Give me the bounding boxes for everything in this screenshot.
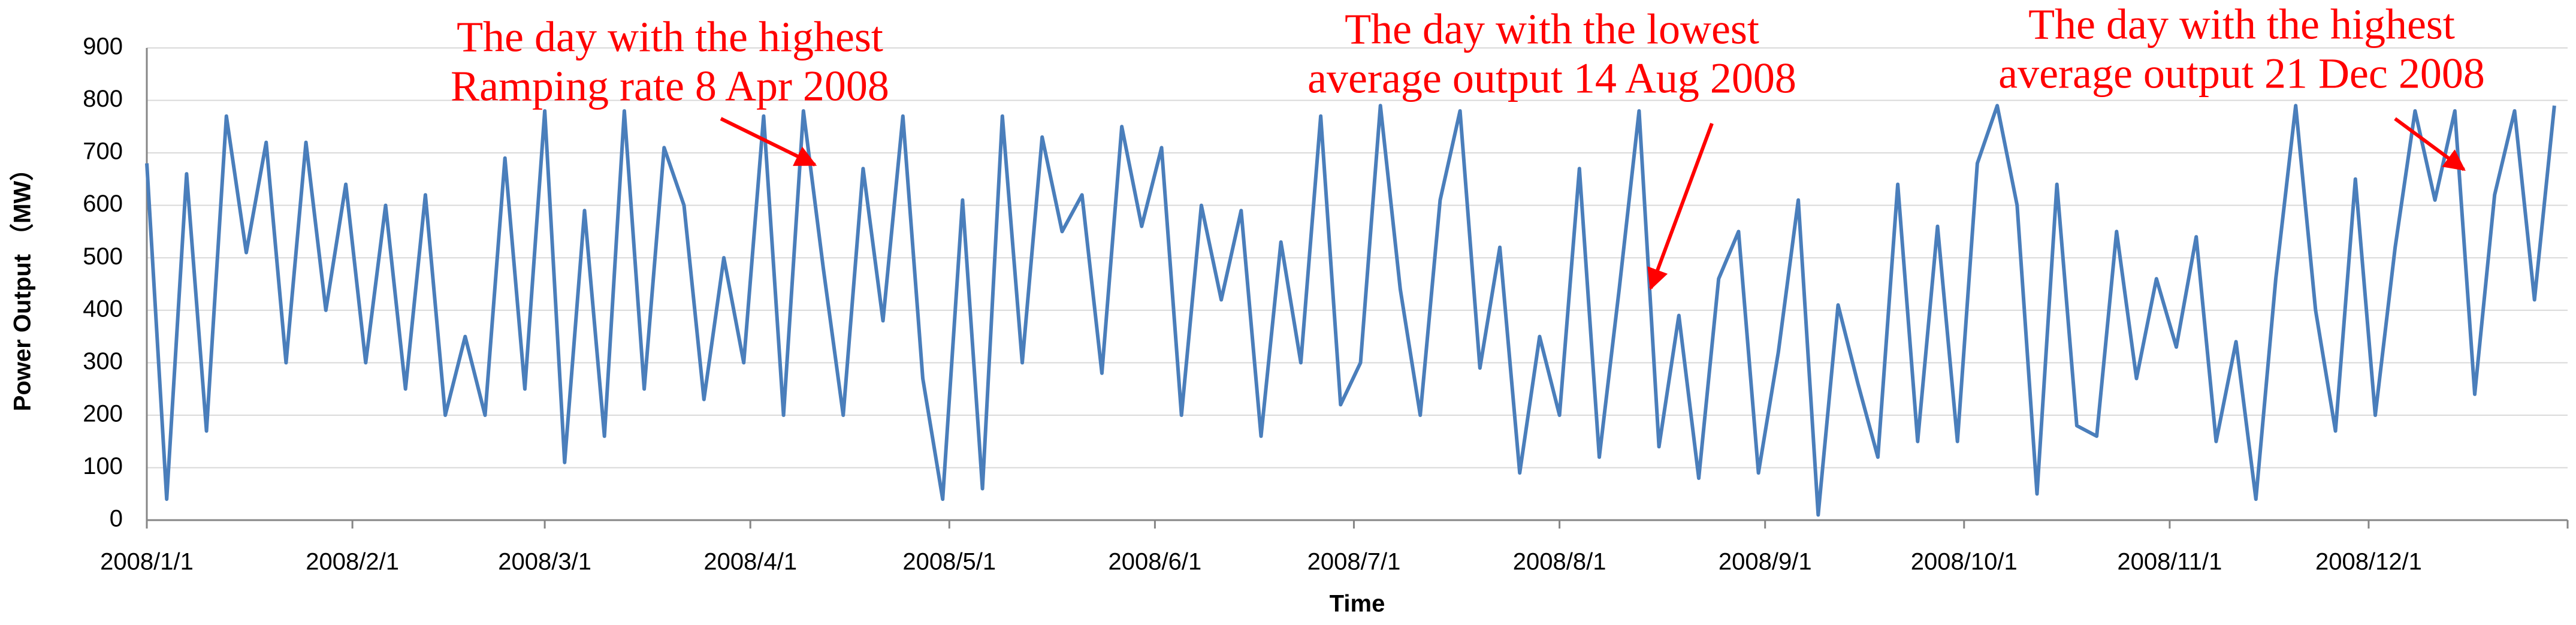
annotation: average output 21 Dec 2008 (1998, 50, 2485, 98)
x-tick-label: 2008/11/1 (2117, 549, 2222, 575)
x-tick-label: 2008/5/1 (902, 549, 996, 575)
x-tick-label: 2008/12/1 (2315, 549, 2422, 575)
arrow (1647, 122, 1714, 291)
x-tick-label: 2008/2/1 (306, 549, 399, 575)
arrows (720, 117, 2466, 291)
y-tick-label: 500 (83, 243, 123, 270)
y-tick-label: 800 (83, 86, 123, 112)
annotation: The day with the highest (2028, 1, 2455, 49)
annotation: The day with the highest (457, 13, 883, 61)
y-tick-label: 200 (83, 400, 123, 427)
x-tick-label: 2008/3/1 (498, 549, 591, 575)
x-tick-label: 2008/10/1 (1911, 549, 2018, 575)
y-tick-label: 700 (83, 138, 123, 165)
annotation: The day with the lowest (1345, 5, 1759, 53)
y-tick-label: 100 (83, 453, 123, 479)
x-tick-label: 2008/7/1 (1307, 549, 1401, 575)
y-tick-label: 400 (83, 295, 123, 322)
arrow (2394, 117, 2466, 171)
x-axis-label: Time (1330, 591, 1385, 617)
arrow (720, 117, 817, 167)
y-tick-label: 600 (83, 191, 123, 217)
y-axis-label: Power Output （MW） (10, 157, 36, 411)
annotation: average output 14 Aug 2008 (1307, 55, 1796, 102)
y-tick-label: 900 (83, 34, 123, 60)
annotation: Ramping rate 8 Apr 2008 (451, 62, 889, 110)
y-tick-label: 300 (83, 348, 123, 375)
y-tick-label: 0 (110, 506, 123, 532)
x-tick-label: 2008/1/1 (100, 549, 194, 575)
series-line (145, 104, 2556, 517)
x-tick-label: 2008/9/1 (1719, 549, 1812, 575)
x-tick-label: 2008/4/1 (703, 549, 797, 575)
x-tick-label: 2008/6/1 (1109, 549, 1202, 575)
x-tick-label: 2008/8/1 (1513, 549, 1606, 575)
